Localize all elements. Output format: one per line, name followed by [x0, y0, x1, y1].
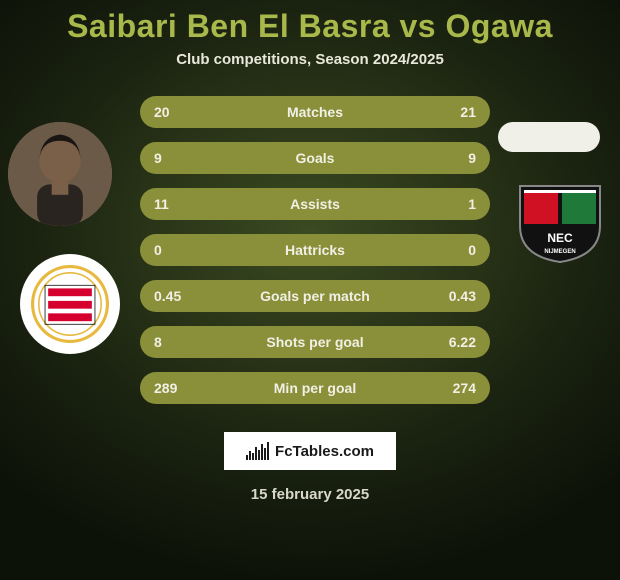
stat-right-value: 6.22 [436, 334, 476, 350]
stat-left-value: 0.45 [154, 288, 194, 304]
stat-row: 11 Assists 1 [140, 188, 490, 220]
stat-left-value: 20 [154, 104, 194, 120]
stat-label: Min per goal [194, 380, 436, 396]
stat-label: Assists [194, 196, 436, 212]
stats-list: 20 Matches 21 9 Goals 9 11 Assists 1 0 H… [140, 96, 490, 404]
page-title: Saibari Ben El Basra vs Ogawa [67, 8, 553, 45]
stat-row: 8 Shots per goal 6.22 [140, 326, 490, 358]
stat-label: Matches [194, 104, 436, 120]
psv-crest-icon [31, 265, 109, 343]
person-icon [8, 122, 112, 226]
stat-right-value: 0.43 [436, 288, 476, 304]
stat-left-value: 289 [154, 380, 194, 396]
stat-row: 20 Matches 21 [140, 96, 490, 128]
stat-label: Goals per match [194, 288, 436, 304]
stat-label: Goals [194, 150, 436, 166]
player-left-photo [8, 122, 112, 226]
stat-row: 9 Goals 9 [140, 142, 490, 174]
stat-row: 0 Hattricks 0 [140, 234, 490, 266]
brand-logo: FcTables.com [224, 432, 396, 470]
stat-row: 0.45 Goals per match 0.43 [140, 280, 490, 312]
stat-left-value: 11 [154, 196, 194, 212]
stat-left-value: 0 [154, 242, 194, 258]
club-left-crest [20, 254, 120, 354]
stat-right-value: 21 [436, 104, 476, 120]
stat-right-value: 1 [436, 196, 476, 212]
stat-label: Hattricks [194, 242, 436, 258]
stat-row: 289 Min per goal 274 [140, 372, 490, 404]
content-wrap: Saibari Ben El Basra vs Ogawa Club compe… [0, 0, 620, 580]
stat-right-value: 9 [436, 150, 476, 166]
nec-crest-icon: NEC NIJMEGEN [510, 178, 610, 264]
svg-text:NIJMEGEN: NIJMEGEN [544, 249, 575, 255]
page-subtitle: Club competitions, Season 2024/2025 [176, 51, 444, 68]
club-right-crest: NEC NIJMEGEN [510, 178, 610, 264]
stat-left-value: 8 [154, 334, 194, 350]
bars-icon [246, 442, 269, 460]
stat-label: Shots per goal [194, 334, 436, 350]
brand-text: FcTables.com [275, 443, 374, 460]
player-right-placeholder [498, 122, 600, 152]
stat-left-value: 9 [154, 150, 194, 166]
svg-text:NEC: NEC [547, 231, 573, 245]
footer-date: 15 february 2025 [251, 486, 369, 503]
stat-right-value: 0 [436, 242, 476, 258]
stat-right-value: 274 [436, 380, 476, 396]
